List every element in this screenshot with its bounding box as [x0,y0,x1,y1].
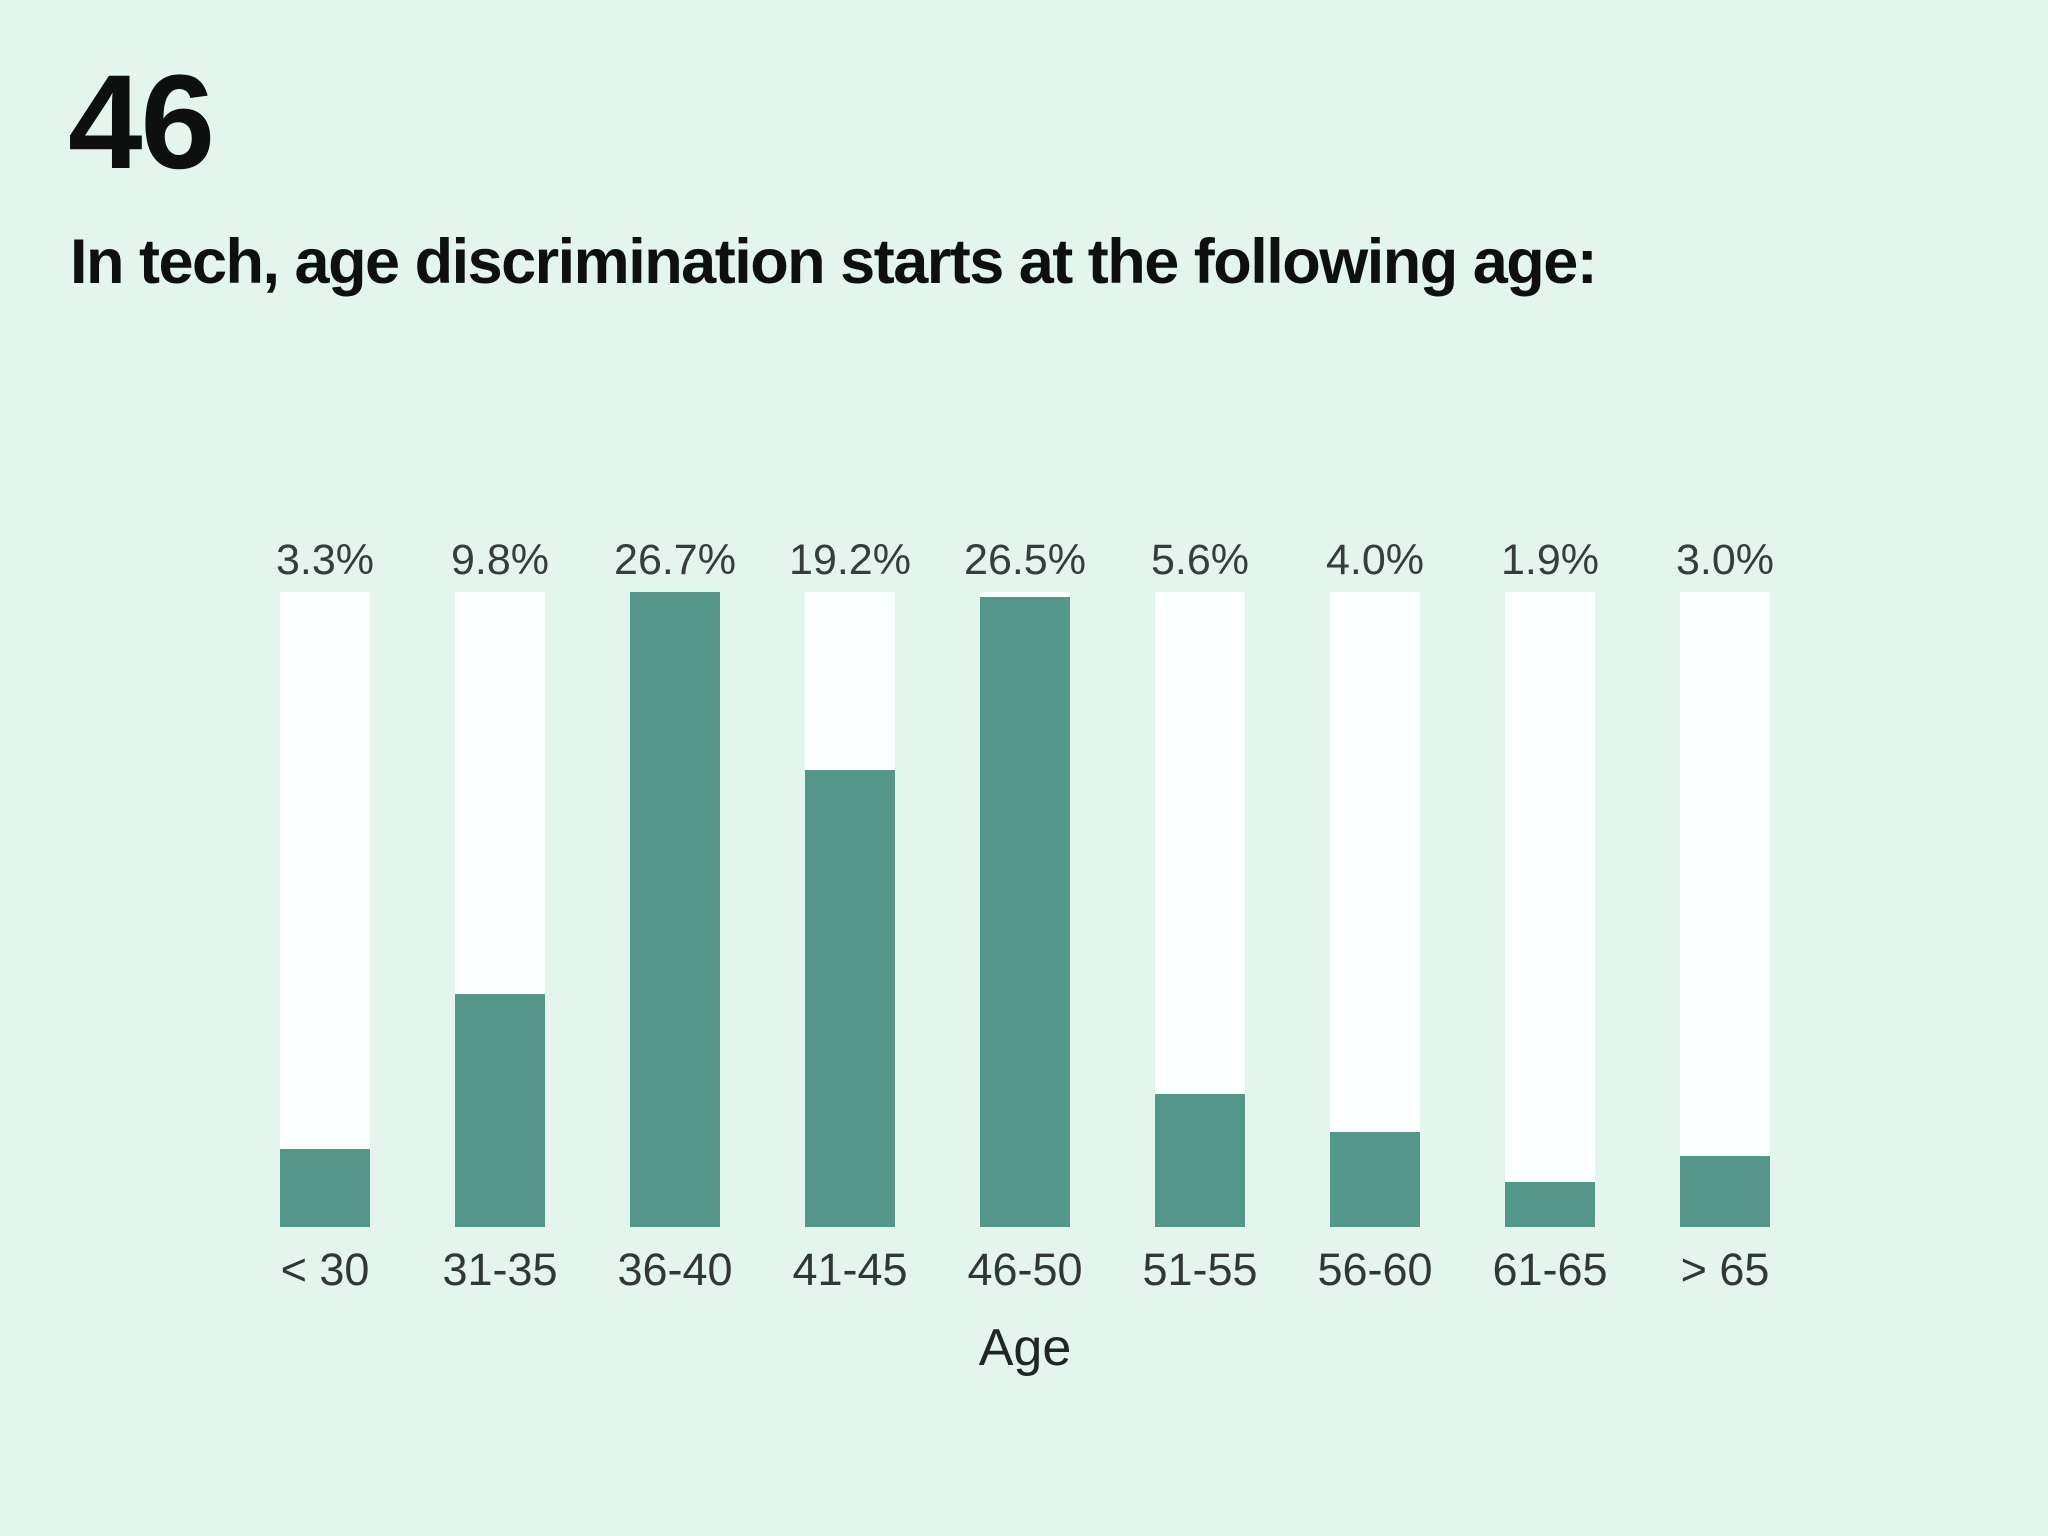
bar-fill [455,994,545,1227]
x-axis-tick-label: 46-50 [967,1244,1083,1295]
x-axis-tick-label: 61-65 [1492,1244,1608,1295]
bar-track [455,592,545,1227]
x-axis-tick-label: < 30 [280,1244,370,1295]
bar-track [1155,592,1245,1227]
stat-number: 46 [68,48,215,197]
x-axis-tick-label: 56-60 [1317,1244,1433,1295]
bar-track [1330,592,1420,1227]
bar-value-label: 5.6% [1150,536,1249,584]
x-axis-tick-label: 31-35 [442,1244,558,1295]
x-axis-title: Age [978,1319,1072,1377]
bar-fill [1155,1094,1245,1227]
page-title: In tech, age discrimination starts at th… [70,227,1598,297]
bar-value-label: 9.8% [450,536,549,584]
bar-fill [630,592,720,1227]
x-axis-tick-label: 41-45 [792,1244,908,1295]
bar-value-label: 3.3% [275,536,374,584]
bar-value-label: 1.9% [1500,536,1599,584]
bar-fill [1680,1156,1770,1227]
bar-value-label: 19.2% [789,536,911,584]
bar-track [1505,592,1595,1227]
bar-track [630,592,720,1227]
x-axis-tick-label: 51-55 [1142,1244,1258,1295]
bar-fill [280,1149,370,1227]
x-axis-tick-label: > 65 [1680,1244,1770,1295]
bar-value-label: 4.0% [1325,536,1424,584]
bar-track [980,592,1070,1227]
bar-value-label: 26.7% [614,536,736,584]
bar-fill [1505,1182,1595,1227]
bar-track [1680,592,1770,1227]
bar-track [805,592,895,1227]
x-axis-tick-label: 36-40 [617,1244,733,1295]
bar-fill [805,770,895,1227]
bar-fill [1330,1132,1420,1227]
bar-fill [980,597,1070,1227]
bar-track [280,592,370,1227]
bar-value-label: 3.0% [1675,536,1774,584]
bar-value-label: 26.5% [964,536,1086,584]
